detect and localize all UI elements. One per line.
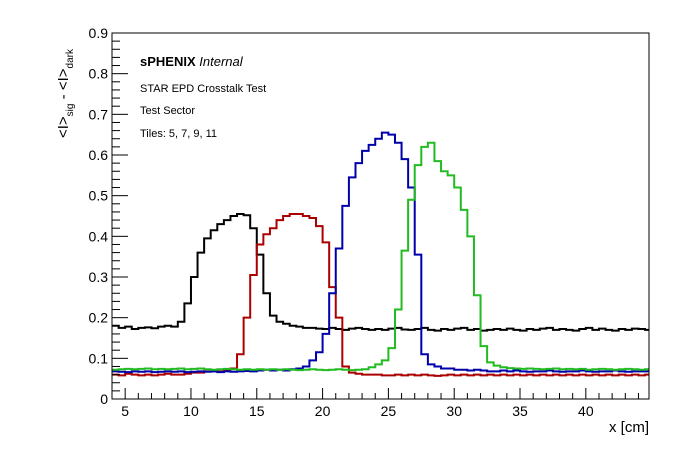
- x-tick-label: 30: [446, 403, 462, 419]
- series-layer: [112, 131, 649, 377]
- y-axis-title: <I>sig - <I>dark: [55, 48, 76, 138]
- svg-text:<I>sig - <I>dark: <I>sig - <I>dark: [55, 48, 76, 138]
- y-title-sub-2: dark: [65, 48, 76, 68]
- y-tick-label: 0.9: [89, 25, 109, 41]
- y-tick-label: 0.7: [89, 106, 109, 122]
- series-3-line: [112, 131, 649, 374]
- annotation-line-2: Test Sector: [140, 105, 195, 117]
- series-2-line: [112, 212, 649, 377]
- y-title-part-2: - <I>: [55, 68, 72, 103]
- x-tick-label: 10: [183, 403, 199, 419]
- series-4-line: [112, 141, 649, 372]
- x-tick-label: 20: [315, 403, 331, 419]
- series-1-line: [112, 212, 649, 332]
- annotation-line-1: STAR EPD Crosstalk Test: [140, 83, 266, 95]
- experiment-label: sPHENIX Internal: [140, 54, 244, 69]
- x-axis-title: x [cm]: [609, 419, 649, 436]
- y-tick-label: 0.4: [89, 228, 109, 244]
- y-tick-label: 0.3: [89, 269, 109, 285]
- x-tick-label: 40: [578, 403, 594, 419]
- y-title-part-1: <I>: [55, 116, 72, 138]
- x-tick-label: 35: [512, 403, 528, 419]
- x-tick-label: 15: [249, 403, 265, 419]
- y-tick-label: 0.5: [89, 188, 109, 204]
- y-tick-label: 0.1: [89, 350, 109, 366]
- y-tick-label: 0.6: [89, 147, 109, 163]
- y-title-sub-1: sig: [65, 104, 76, 117]
- x-axis: 5 10 15 20 25 30 35 40: [111, 388, 639, 419]
- y-tick-label: 0.8: [89, 66, 109, 82]
- experiment-status: Internal: [199, 54, 243, 69]
- x-tick-label: 5: [121, 403, 129, 419]
- y-axis: 0 0.1 0.2 0.3 0.4 0.5 0.6 0.7 0.8 0.9: [89, 25, 128, 407]
- annotation-line-3: Tiles: 5, 7, 9, 11: [140, 128, 217, 140]
- plot-frame: [111, 32, 650, 400]
- y-tick-label: 0.2: [89, 310, 109, 326]
- y-tick-label: 0: [100, 391, 108, 407]
- experiment-name: sPHENIX: [140, 54, 196, 69]
- x-tick-label: 25: [381, 403, 397, 419]
